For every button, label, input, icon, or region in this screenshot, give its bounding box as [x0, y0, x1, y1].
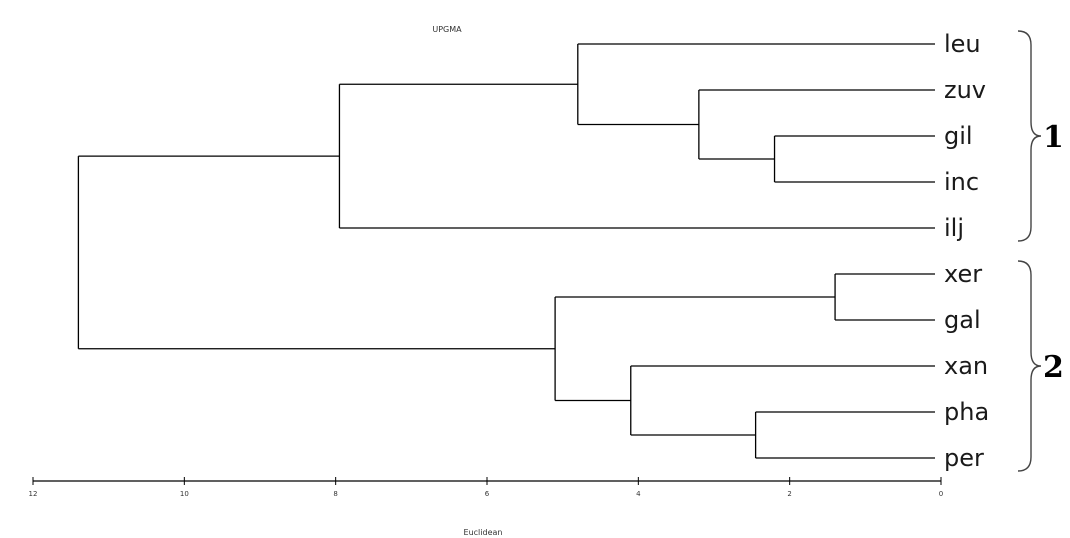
leaf-label: xer — [944, 260, 982, 288]
leaf-label: per — [944, 444, 984, 472]
leaf-label: leu — [944, 30, 981, 58]
axis-tick-label: 2 — [787, 490, 791, 498]
leaf-labels: leu zuv gil inc ilj xer gal xan pha per — [944, 30, 989, 472]
leaf-label: inc — [944, 168, 979, 196]
axis-tick-label: 0 — [939, 490, 943, 498]
leaf-label: gal — [944, 306, 981, 334]
group-brace-1 — [1017, 30, 1042, 242]
chart-title: UPGMA — [432, 25, 462, 34]
leaf-label: xan — [944, 352, 988, 380]
axis-tick-label: 10 — [180, 490, 189, 498]
group-brace-2 — [1017, 260, 1042, 472]
distance-axis: 12 10 8 6 4 2 0 — [29, 477, 943, 498]
group-brackets: 12 — [1017, 30, 1064, 472]
axis-tick-label: 12 — [29, 490, 38, 498]
axis-tick-label: 8 — [333, 490, 337, 498]
group-label-1: 1 — [1043, 120, 1064, 155]
leaf-label: gil — [944, 122, 973, 150]
leaf-label: zuv — [944, 76, 986, 104]
tree-branches — [77, 43, 935, 459]
group-label-2: 2 — [1043, 350, 1064, 385]
leaf-label: ilj — [944, 214, 964, 242]
axis-label: Euclidean — [464, 528, 503, 537]
axis-tick-label: 6 — [485, 490, 490, 498]
axis-tick-label: 4 — [636, 490, 641, 498]
leaf-label: pha — [944, 398, 989, 426]
